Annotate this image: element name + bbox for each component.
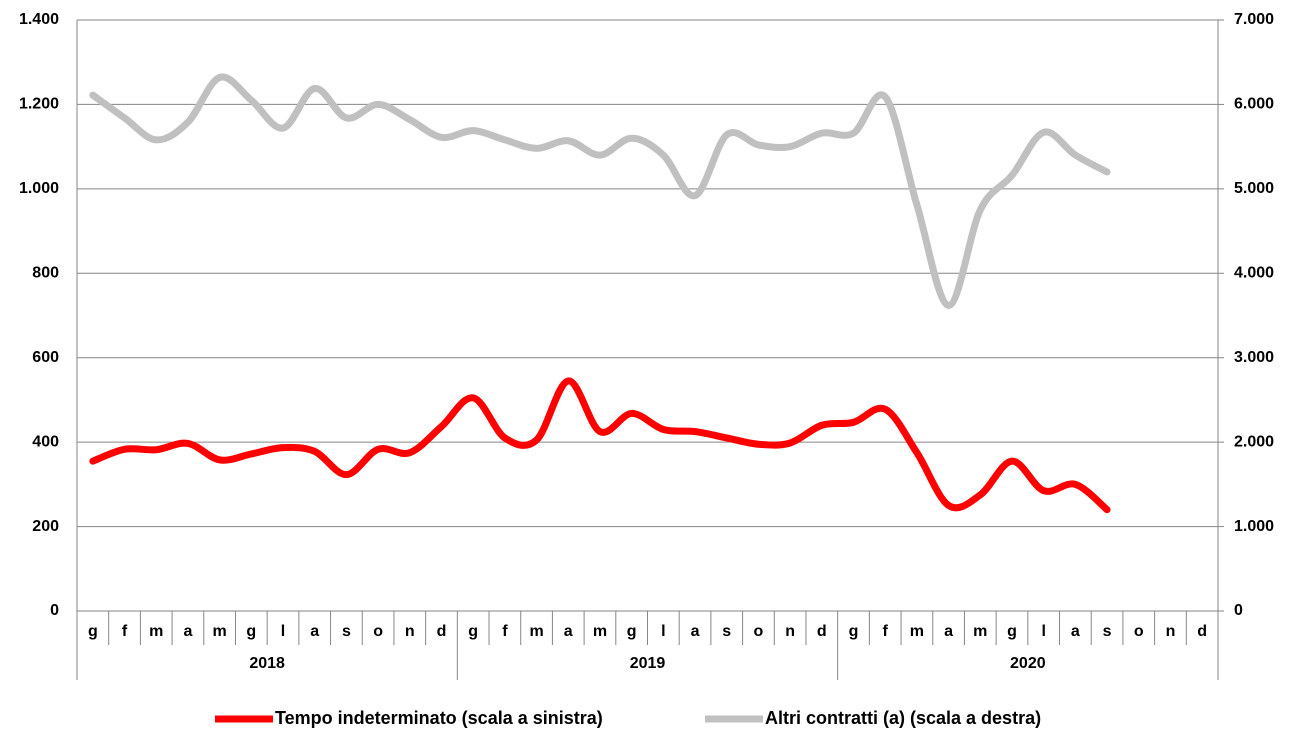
y-tick-label: 1.200 (19, 96, 59, 113)
x-tick-label: o (373, 623, 383, 640)
series-line (89, 73, 1111, 309)
y-tick-label: 400 (32, 433, 59, 450)
y-tick-label: 800 (32, 265, 59, 282)
x-tick-label: l (281, 623, 285, 640)
x-tick-label: a (944, 623, 953, 640)
series-line (89, 377, 1111, 514)
year-label: 2019 (630, 655, 666, 672)
y2-tick-label: 1.000 (1234, 518, 1274, 535)
x-tick-label: g (1007, 623, 1017, 640)
x-tick-label: n (405, 623, 415, 640)
x-tick-label: s (722, 623, 731, 640)
y2-tick-label: 3.000 (1234, 349, 1274, 366)
x-tick-label: a (564, 623, 573, 640)
x-tick-label: o (1134, 623, 1144, 640)
x-tick-label: d (817, 623, 827, 640)
x-tick-label: m (973, 623, 987, 640)
x-tick-label: f (502, 623, 508, 640)
x-tick-label: d (437, 623, 447, 640)
year-label: 2018 (249, 655, 285, 672)
y-tick-label: 200 (32, 518, 59, 535)
y-tick-label: 1.000 (19, 180, 59, 197)
x-tick-label: n (785, 623, 795, 640)
x-tick-label: o (754, 623, 764, 640)
x-tick-label: g (849, 623, 859, 640)
x-tick-label: a (1071, 623, 1080, 640)
x-tick-label: n (1166, 623, 1176, 640)
y2-tick-label: 0 (1234, 602, 1243, 619)
x-tick-label: d (1197, 623, 1207, 640)
x-tick-label: a (183, 623, 192, 640)
x-tick-label: m (149, 623, 163, 640)
y2-tick-label: 2.000 (1234, 433, 1274, 450)
x-tick-label: s (1103, 623, 1112, 640)
x-tick-label: l (1041, 623, 1045, 640)
y-tick-label: 0 (50, 602, 59, 619)
y-tick-label: 1.400 (19, 11, 59, 28)
legend-label: Tempo indeterminato (scala a sinistra) (275, 708, 603, 728)
x-tick-label: f (883, 623, 889, 640)
x-tick-label: g (627, 623, 637, 640)
y2-tick-label: 6.000 (1234, 96, 1274, 113)
x-tick-label: m (213, 623, 227, 640)
x-tick-label: g (88, 623, 98, 640)
x-tick-label: m (593, 623, 607, 640)
y-tick-label: 600 (32, 349, 59, 366)
x-tick-label: a (691, 623, 700, 640)
x-tick-label: m (910, 623, 924, 640)
x-tick-label: l (661, 623, 665, 640)
x-tick-label: g (246, 623, 256, 640)
y2-tick-label: 7.000 (1234, 11, 1274, 28)
x-tick-label: m (529, 623, 543, 640)
x-tick-label: s (342, 623, 351, 640)
year-label: 2020 (1010, 655, 1046, 672)
x-tick-label: a (310, 623, 319, 640)
legend-label: Altri contratti (a) (scala a destra) (765, 708, 1041, 728)
x-tick-label: f (122, 623, 128, 640)
y2-tick-label: 4.000 (1234, 265, 1274, 282)
y2-tick-label: 5.000 (1234, 180, 1274, 197)
x-tick-label: g (468, 623, 478, 640)
